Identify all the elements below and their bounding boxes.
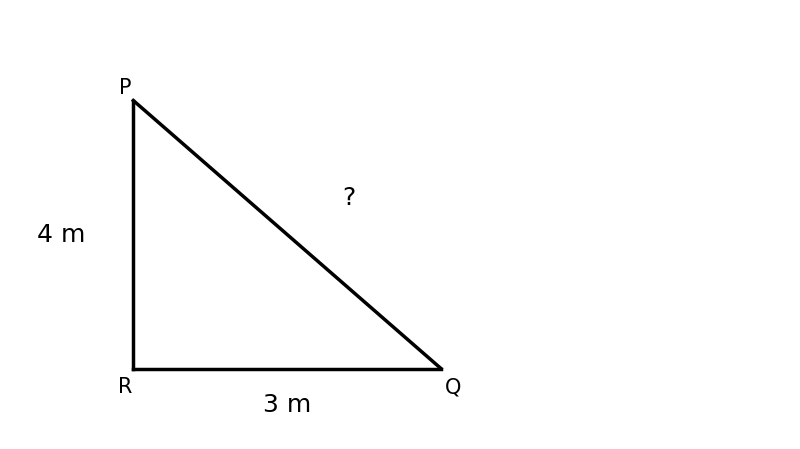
Text: R: R [118, 377, 132, 397]
Text: 3 m: 3 m [263, 393, 311, 418]
Text: P: P [119, 79, 131, 98]
Text: ?: ? [342, 186, 355, 210]
Text: 4 m: 4 m [38, 223, 86, 247]
Text: Q: Q [445, 377, 462, 397]
